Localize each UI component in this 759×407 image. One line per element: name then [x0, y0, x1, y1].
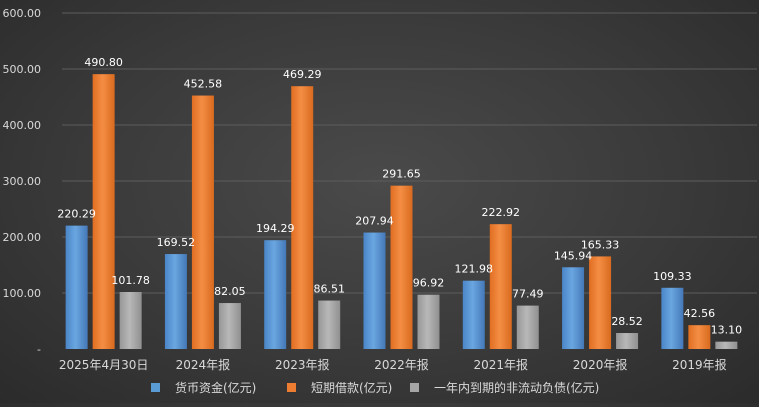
y-tick-label: 100.00 — [3, 287, 42, 300]
bar — [65, 225, 88, 349]
data-label: 121.98 — [455, 263, 494, 276]
x-axis-ticks: 2025年4月30日 2024年报 2023年报 2022年报 2021年报 2020年报… — [59, 357, 727, 372]
bar — [688, 325, 711, 349]
x-tick-label: 2025年4月30日 — [59, 358, 148, 372]
data-label: 82.05 — [214, 285, 246, 298]
data-label: 96.92 — [413, 277, 445, 290]
data-label: 207.94 — [355, 215, 394, 228]
x-tick-label: 2019年报 — [672, 357, 727, 372]
bar — [417, 294, 440, 349]
data-label: 77.49 — [512, 288, 544, 301]
bar — [119, 292, 142, 349]
bar — [489, 224, 512, 349]
data-label: 222.92 — [482, 206, 521, 219]
bar — [715, 341, 738, 349]
bar — [616, 333, 639, 349]
y-tick-label: 600.00 — [3, 7, 42, 20]
legend-swatch — [287, 383, 296, 392]
x-tick-label: 2022年报 — [374, 357, 429, 372]
bar — [390, 185, 413, 349]
data-label: 490.80 — [84, 56, 123, 69]
data-label: 145.94 — [554, 249, 593, 262]
data-label: 452.58 — [184, 78, 223, 91]
legend-label: 货币资金(亿元) — [175, 380, 256, 395]
data-label: 28.52 — [611, 315, 643, 328]
x-tick-label: 2020年报 — [573, 357, 628, 372]
bar — [218, 303, 241, 349]
bar — [516, 305, 539, 349]
y-tick-label: 300.00 — [3, 175, 42, 188]
y-axis-ticks: - 100.00 200.00 300.00 400.00 500.00 600.00 — [3, 7, 42, 356]
bar — [191, 95, 214, 349]
bar — [661, 287, 684, 349]
data-label: 101.78 — [111, 274, 150, 287]
bar — [291, 86, 314, 349]
bar — [318, 300, 341, 349]
bar — [264, 240, 287, 349]
data-label: 13.10 — [711, 324, 743, 337]
x-tick-label: 2024年报 — [176, 357, 231, 372]
data-label: 169.52 — [157, 236, 196, 249]
legend-label: 一年内到期的非流动负债(亿元) — [434, 380, 599, 395]
bar — [562, 267, 585, 349]
legend-swatch — [151, 383, 160, 392]
bar — [363, 232, 386, 349]
bars — [65, 74, 738, 349]
data-label: 291.65 — [382, 168, 421, 181]
legend-label: 短期借款(亿元) — [311, 380, 392, 395]
x-tick-label: 2021年报 — [474, 357, 529, 372]
data-labels: 220.29 490.80 101.78 169.52 452.58 82.05 194.2… — [57, 56, 742, 337]
bar — [462, 280, 485, 349]
data-label: 469.29 — [283, 68, 322, 81]
legend: 货币资金(亿元) 短期借款(亿元) 一年内到期的非流动负债(亿元) — [151, 380, 599, 395]
bar — [589, 256, 612, 349]
bar — [92, 74, 115, 349]
bar — [164, 254, 187, 349]
legend-swatch — [410, 383, 419, 392]
y-tick-label: 400.00 — [3, 119, 42, 132]
data-label: 109.33 — [653, 270, 692, 283]
data-label: 42.56 — [684, 307, 716, 320]
gridlines — [62, 12, 757, 294]
data-label: 194.29 — [256, 222, 295, 235]
data-label: 220.29 — [57, 208, 96, 221]
y-tick-label: 500.00 — [3, 63, 42, 76]
x-tick-label: 2023年报 — [275, 357, 330, 372]
y-tick-label: - — [37, 343, 41, 356]
data-label: 165.33 — [581, 238, 620, 251]
y-tick-label: 200.00 — [3, 231, 42, 244]
data-label: 86.51 — [313, 283, 345, 296]
